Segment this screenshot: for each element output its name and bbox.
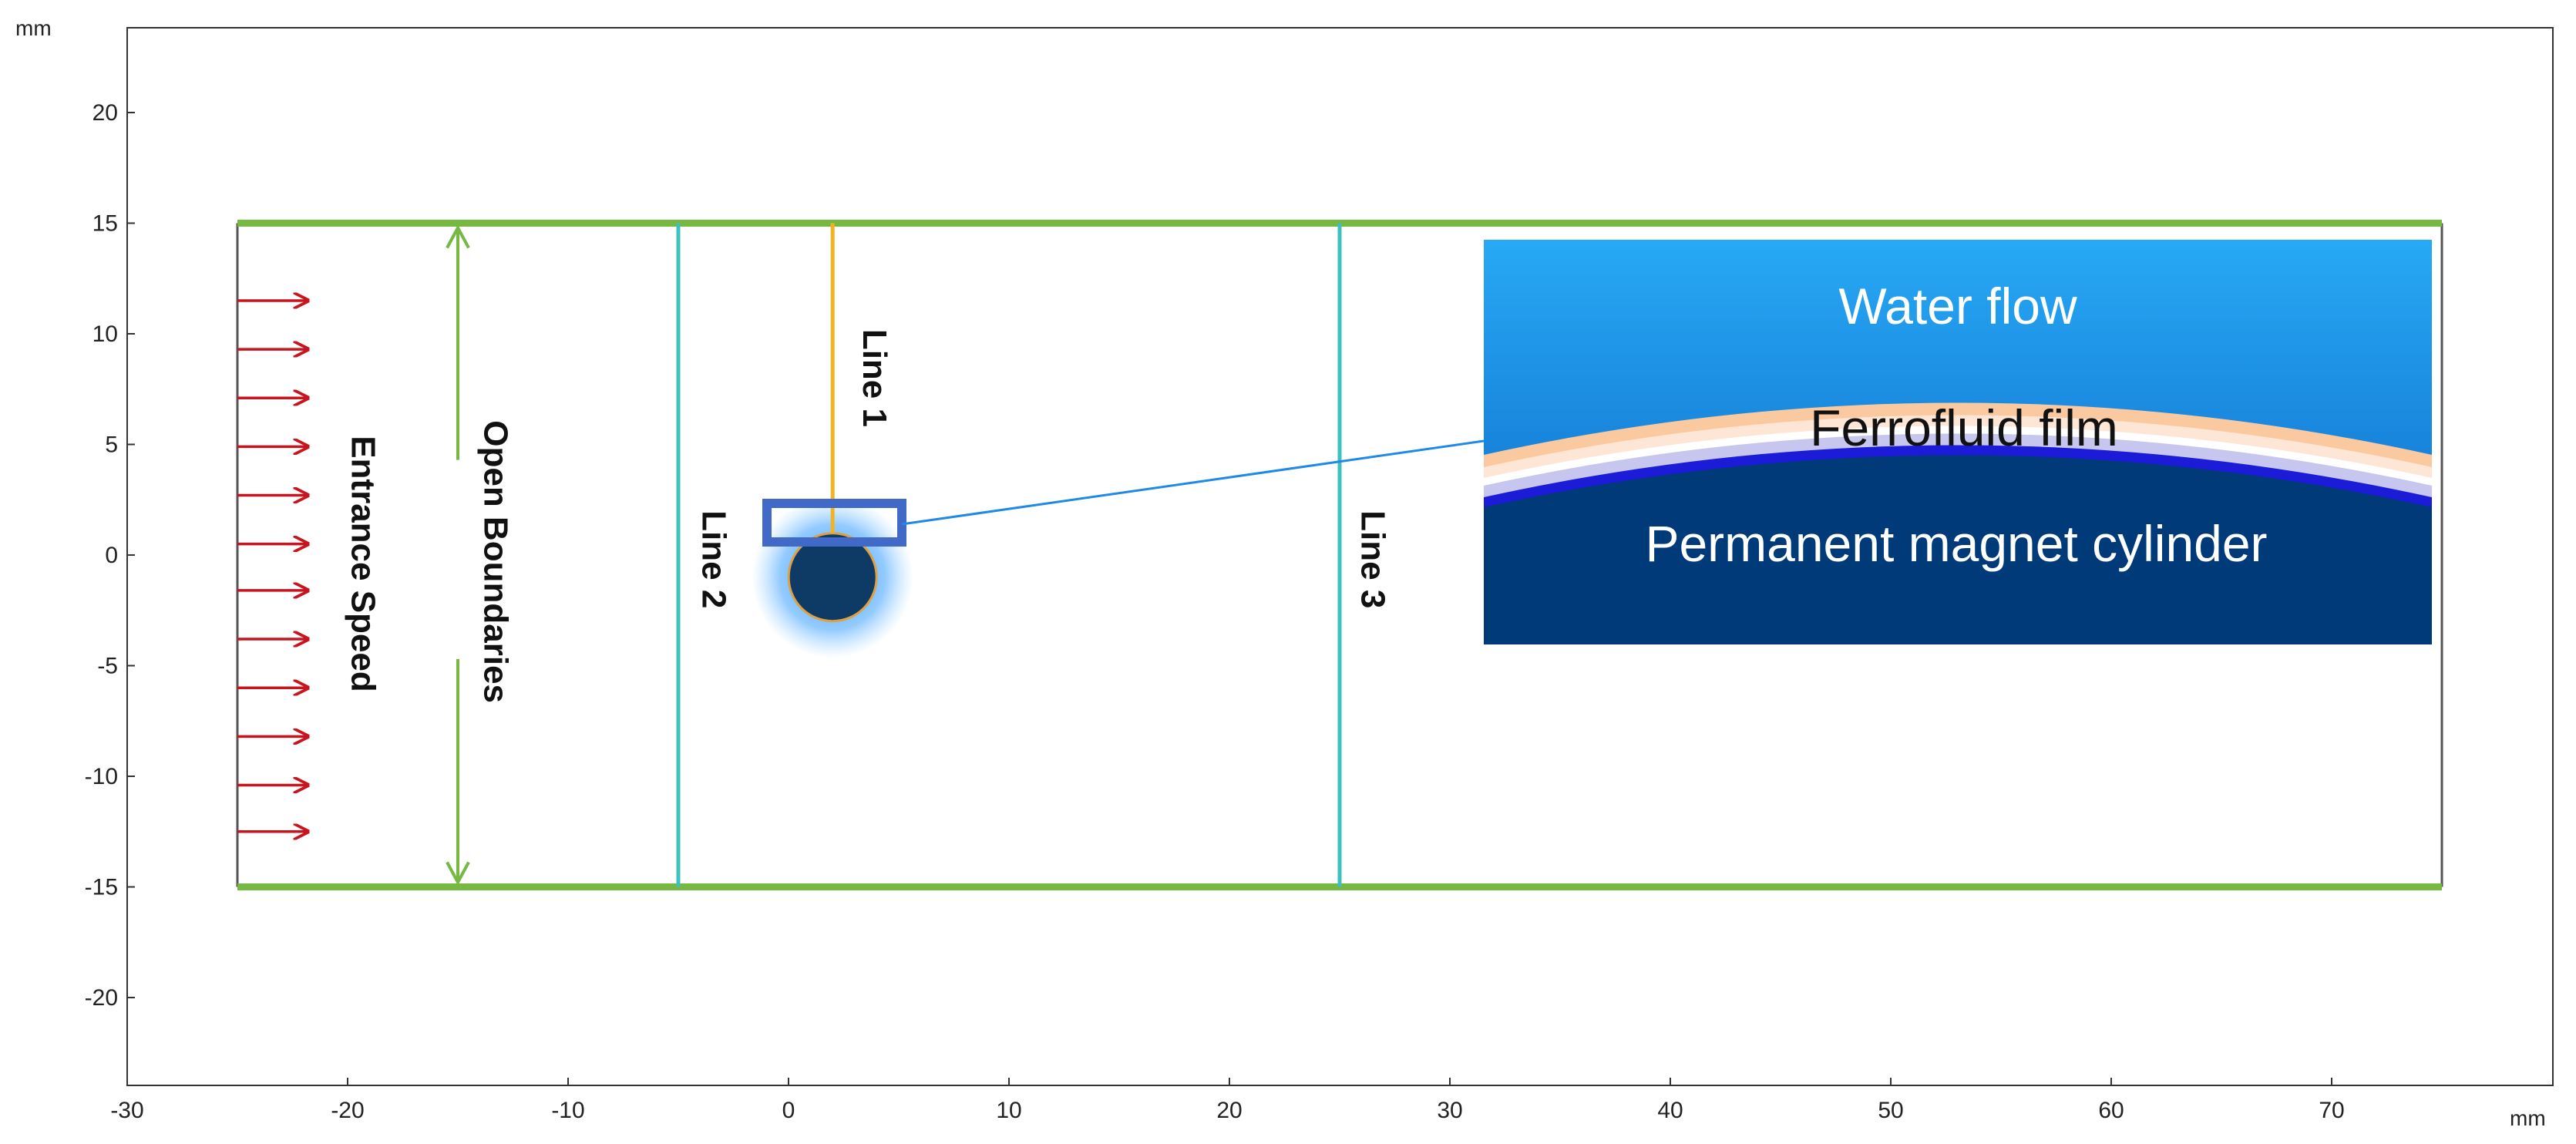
zoom-leader-line bbox=[901, 439, 1485, 526]
zoom-box bbox=[762, 499, 906, 547]
x-axis-ticks: -30 -20 -10 0 10 20 30 40 50 60 70 bbox=[110, 1078, 2345, 1123]
line-1-label: Line 1 bbox=[856, 329, 893, 427]
x-tick-label: 50 bbox=[1878, 1098, 1903, 1123]
x-tick-label: 20 bbox=[1216, 1098, 1242, 1123]
x-tick-label: 10 bbox=[996, 1098, 1021, 1123]
y-tick-label: 20 bbox=[92, 100, 118, 126]
open-boundaries-arrowhead-top bbox=[446, 224, 470, 249]
open-boundaries-label: Open Boundaries bbox=[476, 420, 514, 703]
entrance-speed-label: Entrance Speed bbox=[345, 436, 382, 692]
x-tick-label: 70 bbox=[2319, 1098, 2344, 1123]
y-axis-unit: mm bbox=[15, 16, 52, 40]
x-tick-label: -20 bbox=[331, 1098, 364, 1123]
inset-magnet-label: Permanent magnet cylinder bbox=[1645, 515, 2267, 572]
x-axis-unit: mm bbox=[2510, 1106, 2546, 1130]
x-tick-label: 60 bbox=[2098, 1098, 2124, 1123]
line-2-label: Line 2 bbox=[694, 510, 732, 608]
magnet-cylinder bbox=[787, 532, 878, 623]
y-tick-label: -20 bbox=[85, 985, 118, 1011]
plot-frame bbox=[126, 27, 2554, 1086]
y-tick-label: -15 bbox=[85, 875, 118, 900]
y-tick-label: 10 bbox=[92, 321, 118, 347]
inlet-arrows bbox=[237, 301, 308, 832]
inset-magnet bbox=[1484, 455, 2432, 644]
x-tick-label: -10 bbox=[551, 1098, 584, 1123]
y-tick-label: -10 bbox=[85, 764, 118, 789]
y-axis-ticks: 20 15 10 5 0 -5 -10 -15 -20 bbox=[85, 100, 135, 1011]
open-boundaries-arrowhead-bottom bbox=[446, 861, 470, 886]
x-tick-label: -30 bbox=[110, 1098, 143, 1123]
y-tick-label: 15 bbox=[92, 211, 118, 237]
y-tick-label: 0 bbox=[105, 543, 118, 568]
x-tick-label: 40 bbox=[1657, 1098, 1683, 1123]
inset-water-flow-label: Water flow bbox=[1838, 278, 2077, 335]
x-tick-label: 30 bbox=[1437, 1098, 1462, 1123]
y-tick-label: 5 bbox=[105, 432, 118, 458]
open-boundaries-arrow bbox=[446, 224, 470, 886]
inset-zoom-view bbox=[1484, 240, 2432, 644]
y-tick-label: -5 bbox=[97, 654, 118, 679]
line-3-label: Line 3 bbox=[1354, 510, 1392, 608]
inset-ferrofluid-film-label: Ferrofluid film bbox=[1810, 399, 2118, 456]
x-tick-label: 0 bbox=[782, 1098, 795, 1123]
